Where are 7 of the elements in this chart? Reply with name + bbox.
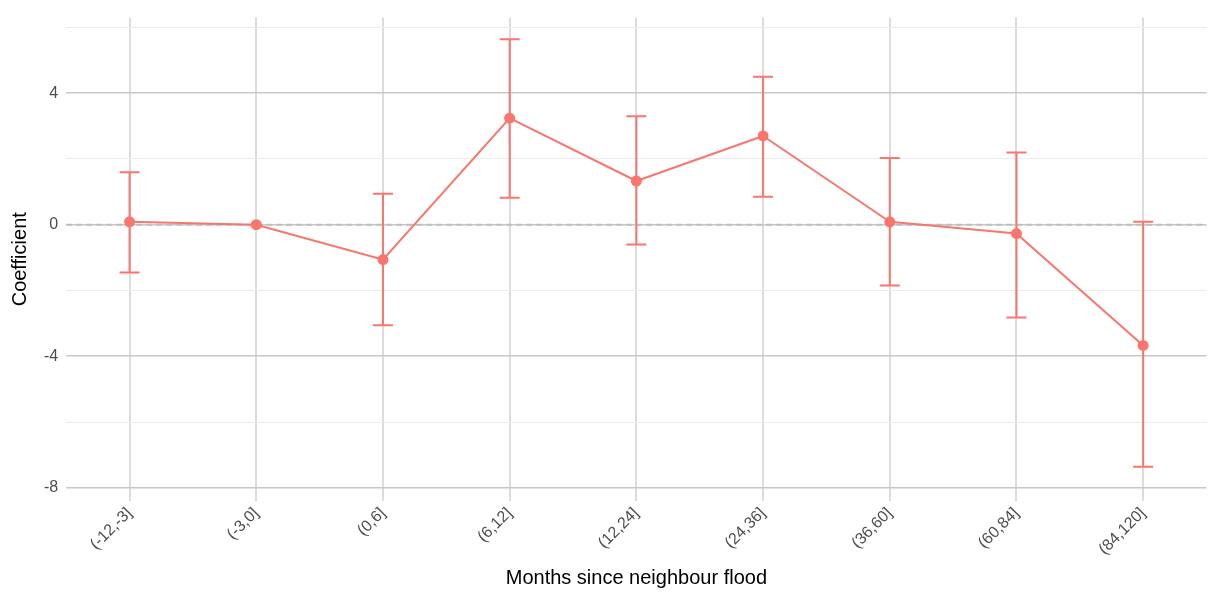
y-axis-title: Coefficient	[7, 211, 30, 307]
y-tick-label: -8	[43, 478, 59, 496]
point	[250, 219, 262, 231]
y-tick-label: 4	[49, 83, 59, 101]
y-tick-label: -4	[43, 346, 59, 364]
x-axis-title: Months since neighbour flood	[505, 565, 767, 588]
y-tick-label: 0	[49, 215, 59, 233]
